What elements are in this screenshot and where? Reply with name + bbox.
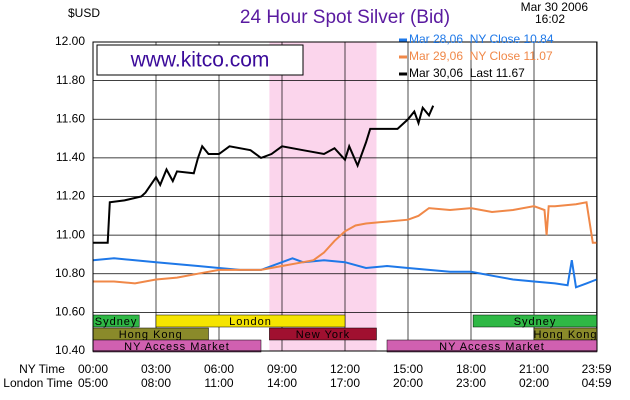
series-line — [92, 257, 597, 289]
legend-label: Mar 29,06 NY Close 11.07 — [409, 49, 553, 63]
session-label: Sydney — [95, 316, 138, 328]
legend-label: Mar 30,06 Last 11.67 — [409, 66, 525, 80]
x2-tick-label: 20:00 — [393, 376, 423, 390]
x-tick-label: 00:00 — [78, 362, 108, 376]
x-tick-label: 03:00 — [141, 362, 171, 376]
session-label: NY Access Market — [124, 341, 230, 353]
x2-tick-label: 05:00 — [78, 376, 108, 390]
time: 16:02 — [535, 12, 565, 26]
x-tick-label: 09:00 — [267, 362, 297, 376]
session-label: London — [229, 316, 272, 328]
x2-tick-label: 08:00 — [141, 376, 171, 390]
x2-tick-label: 17:00 — [330, 376, 360, 390]
legend-label: Mar 28,06 NY Close 10.84 — [409, 32, 554, 46]
session-bar — [269, 327, 377, 341]
x-tick-label: 23:59 — [582, 362, 612, 376]
y-tick-label: 10.80 — [55, 266, 85, 280]
y-tick-label: 10.60 — [55, 305, 85, 319]
session-label: Hong Kong — [533, 329, 597, 341]
watermark: www.kitco.com — [130, 49, 270, 72]
session-label: NY Access Market — [439, 341, 545, 353]
ny-time-label: NY Time — [19, 362, 65, 376]
series-line — [93, 105, 435, 244]
x2-tick-label: 02:00 — [519, 376, 549, 390]
x-tick-label: 06:00 — [204, 362, 234, 376]
date: Mar 30 2006 — [521, 0, 589, 14]
session-label: Sydney — [514, 316, 557, 328]
y-tick-label: 11.80 — [56, 73, 85, 87]
y-tick-label: 10.40 — [55, 343, 85, 357]
chart-title: 24 Hour Spot Silver (Bid) — [240, 7, 450, 28]
series-line — [93, 201, 597, 285]
session-label: Hong Kong — [119, 329, 183, 341]
x2-tick-label: 04:59 — [582, 376, 612, 390]
session-bar — [155, 314, 346, 328]
x-tick-label: 12:00 — [330, 362, 360, 376]
x-tick-label: 21:00 — [519, 362, 549, 376]
y-tick-label: 11.00 — [56, 227, 85, 241]
x2-tick-label: 23:00 — [456, 376, 486, 390]
y-tick-label: 11.40 — [56, 150, 85, 164]
x2-tick-label: 11:00 — [204, 376, 233, 390]
x2-tick-label: 14:00 — [267, 376, 297, 390]
y-tick-label: 11.60 — [56, 111, 85, 125]
x-tick-label: 15:00 — [393, 362, 423, 376]
session-label: New York — [296, 329, 350, 341]
unit-label: $USD — [68, 6, 100, 20]
x-tick-label: 18:00 — [456, 362, 486, 376]
y-tick-label: 11.20 — [56, 189, 85, 203]
plot-frame — [92, 41, 598, 352]
london-time-label: London Time — [3, 376, 73, 390]
watermark-box — [96, 44, 304, 76]
y-tick-label: 12.00 — [55, 34, 85, 48]
